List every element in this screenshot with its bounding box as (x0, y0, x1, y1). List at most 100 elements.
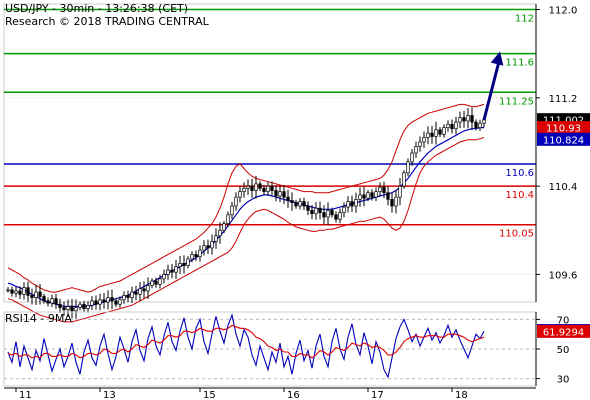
chart-title: USD/JPY - 30min - 13:26:38 (CET) (5, 2, 188, 15)
price-panel: 112 111.6 111.25 110.6 110.4 110.05 112.0 111.… (3, 2, 590, 323)
candle (74, 299, 78, 319)
candle-body (242, 187, 246, 192)
candle (14, 286, 18, 298)
candle-body (38, 291, 42, 297)
candle-body (442, 127, 446, 135)
rsi-tick-label: 30 (557, 375, 570, 386)
candle (166, 264, 170, 280)
forecast-arrow-head (490, 51, 504, 66)
price-tag-label: 110.824 (543, 135, 584, 146)
level-label: 111.25 (499, 96, 534, 107)
candle (178, 255, 182, 275)
time-axis: 11 13 15 16 17 18 (4, 387, 536, 400)
price-tag: 110.824 (537, 132, 590, 146)
candle (270, 181, 274, 196)
candle (98, 293, 102, 311)
candle (190, 251, 194, 263)
candle (226, 211, 230, 228)
candle (422, 131, 426, 149)
time-tick-label: 11 (19, 390, 32, 400)
candle (38, 284, 42, 305)
time-tick-label: 13 (103, 390, 116, 400)
candle (358, 187, 362, 207)
candle (202, 240, 206, 256)
candle-body (46, 300, 50, 304)
candle-body (342, 206, 346, 213)
candle-body (110, 297, 114, 302)
candle (122, 291, 126, 304)
candle-body (434, 129, 438, 137)
candle-body (198, 249, 202, 258)
price-tag-box (537, 132, 590, 146)
candle (430, 125, 434, 144)
candle (10, 286, 14, 297)
candle-body (470, 115, 474, 123)
candle (298, 198, 302, 210)
candle-body (106, 297, 110, 303)
candle (174, 259, 178, 279)
candle (158, 274, 162, 289)
candle (374, 187, 378, 202)
candle (238, 186, 242, 203)
candle (350, 195, 354, 213)
candle (426, 126, 430, 145)
candle (386, 186, 390, 206)
rsi-value-tag: 61.9294 (537, 324, 590, 338)
chart-subtitle: Research © 2018 TRADING CENTRAL (5, 15, 210, 28)
candle-body (306, 205, 310, 211)
candle (66, 299, 70, 317)
candle (402, 170, 406, 189)
candle (278, 185, 282, 203)
candle (418, 136, 422, 152)
candle (306, 201, 310, 216)
candle (354, 192, 358, 213)
candle-body (362, 194, 366, 199)
candle (58, 298, 62, 313)
candle (474, 119, 478, 131)
price-tag-label: 110.93 (546, 124, 581, 135)
candle-body (134, 291, 138, 295)
candle-body (58, 303, 62, 308)
candle (246, 179, 250, 196)
candle (322, 205, 326, 225)
candle (266, 182, 270, 196)
candle (34, 284, 38, 305)
time-tick-label: 17 (371, 390, 384, 400)
candle-body (154, 280, 158, 285)
candle-body (66, 306, 70, 311)
candle-body (358, 194, 362, 200)
candle-body (334, 214, 338, 220)
candle-body (366, 192, 370, 199)
candle-body (226, 214, 230, 224)
candle (86, 301, 90, 313)
candle (346, 196, 350, 213)
rsi-axis: 70 50 30 (535, 312, 570, 386)
candle (106, 290, 110, 310)
candle (314, 202, 318, 220)
candle (290, 192, 294, 211)
candle-body (94, 300, 98, 305)
candle-body (142, 288, 146, 292)
candle (250, 178, 254, 198)
rsi-ma-line (7, 324, 485, 359)
candle-body (22, 287, 26, 295)
price-grid (4, 9, 536, 275)
candle-body (10, 289, 14, 294)
candle (22, 282, 26, 300)
time-tick-label: 16 (287, 390, 300, 400)
candle (382, 181, 386, 199)
candle-body (414, 146, 418, 154)
candle-body (178, 263, 182, 268)
candle (170, 263, 174, 279)
candle-body (234, 196, 238, 207)
level-label: 110.6 (505, 168, 534, 179)
candle-body (138, 288, 142, 295)
candle (434, 121, 438, 145)
candle (182, 255, 186, 274)
forecast-arrow-shaft (482, 57, 502, 121)
candle-body (30, 295, 34, 298)
candle-body (114, 300, 118, 305)
candle (102, 293, 106, 309)
